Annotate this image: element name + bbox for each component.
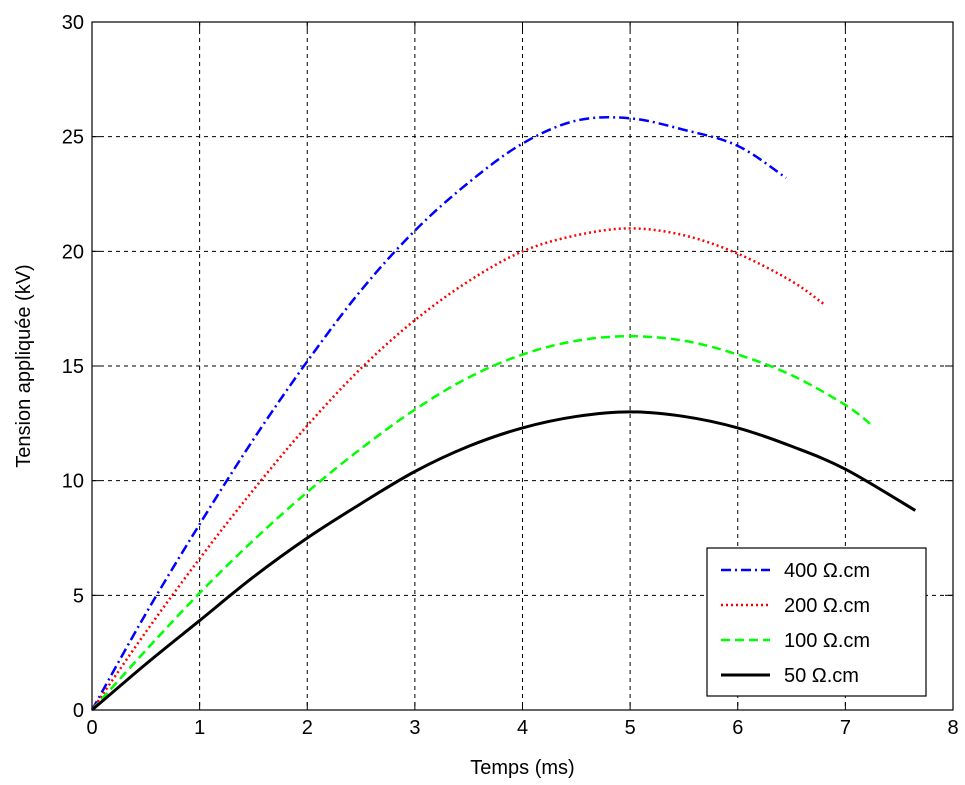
x-tick-label: 4 [517,717,528,739]
series-line [90,116,787,711]
grid [92,22,953,710]
x-tick-label: 2 [302,717,313,739]
legend-label: 100 Ω.cm [784,630,870,652]
series-line [91,334,874,711]
series-line [91,410,917,712]
x-tick-label: 1 [194,717,205,739]
y-tick-label: 10 [62,471,84,493]
x-axis-label: Temps (ms) [470,757,574,779]
axis-ticks: 0 1 2 3 4 5 6 7 8 0 5 10 15 20 25 30 [62,12,959,739]
series-lines [90,116,917,712]
y-tick-label: 30 [62,12,84,34]
x-tick-label: 7 [840,717,851,739]
y-axis-label: Tension appliquée (kV) [13,264,35,467]
x-tick-label: 5 [625,717,636,739]
x-tick-label: 3 [409,717,420,739]
y-tick-label: 20 [62,241,84,263]
y-tick-label: 25 [62,127,84,149]
legend-box [706,547,927,697]
x-tick-label: 8 [947,717,958,739]
legend-label: 400 Ω.cm [784,560,870,582]
y-tick-label: 5 [73,585,84,607]
x-tick-label: 0 [86,717,97,739]
y-tick-label: 15 [62,356,84,378]
legend: 400 Ω.cm 200 Ω.cm 100 Ω.cm 50 Ω.cm [706,547,927,697]
x-tick-label: 6 [732,717,743,739]
y-tick-label: 0 [73,700,84,722]
legend-label: 200 Ω.cm [784,595,870,617]
legend-label: 50 Ω.cm [784,665,859,687]
series-line [90,227,825,711]
